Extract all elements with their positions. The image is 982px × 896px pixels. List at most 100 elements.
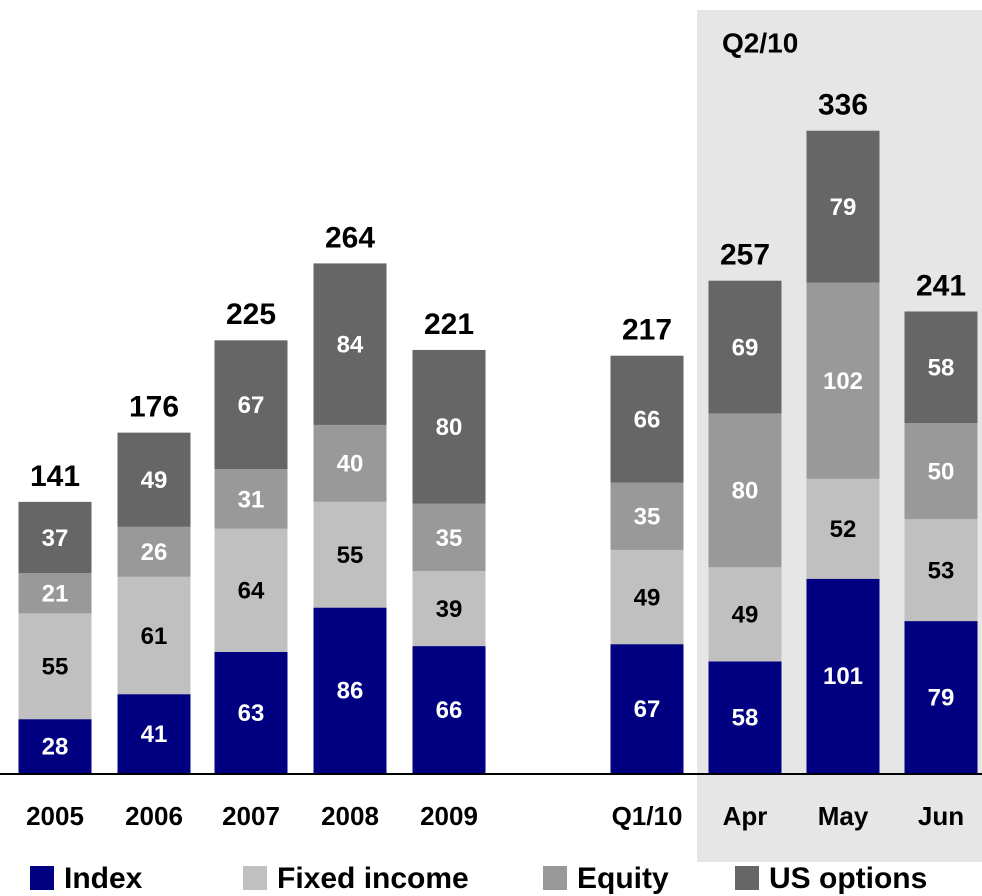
x-tick-label: 2005 (26, 801, 84, 831)
bar-segment (214, 651, 288, 773)
legend-swatch (30, 866, 54, 890)
bar-segment (412, 503, 486, 572)
data-label: 37 (42, 525, 69, 552)
bar-segment (117, 694, 191, 773)
legend-swatch (735, 866, 759, 890)
total-label: 141 (30, 460, 80, 493)
data-label: 84 (337, 332, 364, 359)
data-label: 79 (928, 684, 955, 711)
data-label: 31 (238, 486, 265, 513)
x-tick-label: 2008 (321, 801, 379, 831)
data-label: 28 (42, 733, 69, 760)
bar-segment (412, 571, 486, 647)
bar-segment (610, 549, 684, 645)
data-label: 101 (823, 663, 863, 690)
x-tick-label: Apr (723, 801, 768, 831)
bar-segment (610, 355, 684, 483)
data-label: 55 (42, 654, 69, 681)
bar-segment (412, 349, 486, 504)
data-label: 49 (732, 602, 759, 629)
data-label: 80 (732, 478, 759, 505)
bar-segment (214, 340, 288, 470)
data-label: 55 (337, 542, 364, 569)
bar-segment (214, 469, 288, 529)
bar-segment (806, 578, 880, 773)
legend-swatch (543, 866, 567, 890)
data-label: 49 (634, 584, 661, 611)
data-label: 52 (830, 516, 857, 543)
total-label: 264 (325, 221, 375, 254)
bar-segment (904, 519, 978, 622)
data-label: 80 (436, 414, 463, 441)
data-label: 58 (732, 705, 759, 732)
data-label: 67 (238, 392, 265, 419)
legend-label: Equity (577, 862, 669, 895)
x-tick-label: May (818, 801, 869, 831)
annotation: Q2/10 (722, 27, 798, 58)
bar-segment (214, 528, 288, 652)
data-label: 63 (238, 700, 265, 727)
bar-segment (904, 423, 978, 520)
bar-segment (313, 501, 387, 608)
bar-segment (412, 646, 486, 773)
total-label: 221 (424, 308, 474, 341)
data-label: 79 (830, 194, 857, 221)
bar-segment (117, 432, 191, 527)
legend-label: US options (769, 862, 927, 895)
data-label: 35 (634, 504, 661, 531)
x-tick-label: 2009 (420, 801, 478, 831)
x-tick-label: 2007 (222, 801, 280, 831)
bar-segment (610, 482, 684, 550)
data-label: 67 (634, 696, 661, 723)
bar-segment (18, 501, 92, 574)
legend-label: Fixed income (277, 862, 469, 895)
total-label: 217 (622, 314, 672, 347)
bar-segment (708, 413, 782, 568)
bar-segment (18, 719, 92, 773)
total-label: 241 (916, 269, 966, 302)
bar-segment (806, 130, 880, 283)
data-label: 35 (436, 525, 463, 552)
data-label: 64 (238, 578, 265, 605)
bar-segment (117, 576, 191, 695)
data-label: 66 (436, 697, 463, 724)
total-label: 176 (129, 391, 179, 424)
data-label: 53 (928, 557, 955, 584)
data-label: 50 (928, 458, 955, 485)
bar-segment (610, 644, 684, 773)
data-label: 41 (141, 721, 168, 748)
data-label: 40 (337, 451, 364, 478)
x-tick-label: Jun (918, 801, 964, 831)
bar-segment (18, 573, 92, 614)
bar-segment (313, 424, 387, 502)
data-label: 69 (732, 334, 759, 361)
bar-segment (806, 478, 880, 579)
data-label: 61 (141, 623, 168, 650)
total-label: 225 (226, 298, 276, 331)
total-label: 257 (720, 239, 770, 272)
total-label: 336 (818, 89, 868, 122)
data-label: 49 (141, 467, 168, 494)
bar-segment (904, 621, 978, 773)
data-label: 102 (823, 368, 863, 395)
bar-segment (18, 613, 92, 720)
legend-swatch (243, 866, 267, 890)
data-label: 39 (436, 596, 463, 623)
bar-segment (117, 526, 191, 577)
bar-segment (708, 567, 782, 662)
data-label: 66 (634, 407, 661, 434)
bar-segment (806, 282, 880, 479)
data-label: 21 (42, 581, 69, 608)
bar-segment (313, 263, 387, 425)
data-label: 58 (928, 355, 955, 382)
bar-segment (313, 607, 387, 773)
data-label: 86 (337, 678, 364, 705)
legend-label: Index (64, 862, 143, 895)
data-label: 26 (141, 539, 168, 566)
bar-segment (708, 661, 782, 773)
x-tick-label: Q1/10 (612, 801, 683, 831)
bar-segment (708, 280, 782, 414)
bar-segment (904, 311, 978, 424)
x-tick-label: 2006 (125, 801, 183, 831)
